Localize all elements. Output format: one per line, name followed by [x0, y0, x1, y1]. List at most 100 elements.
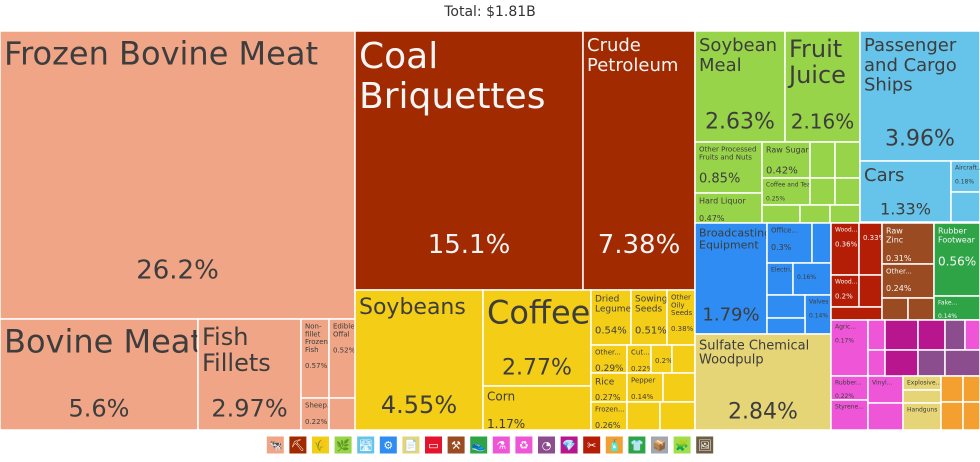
tile-stone3[interactable] [884, 349, 919, 377]
ticket-icon[interactable]: ▭ [424, 435, 443, 455]
tile-chem-agric[interactable]: Agric... 0.17% [830, 319, 869, 377]
anvil-icon[interactable]: ⚒ [446, 435, 466, 455]
tile-instr2[interactable] [964, 319, 980, 351]
tile-veg-cut[interactable]: Cut... 0.22% [626, 344, 654, 374]
tile-misc-s5[interactable] [962, 401, 980, 431]
tile-styrene[interactable]: Styrene... [830, 399, 869, 431]
tile-chem-s2[interactable] [867, 349, 886, 377]
tile-veg-small2[interactable] [671, 344, 696, 374]
tile-instr3[interactable] [944, 349, 980, 377]
tile-corn[interactable]: Corn 1.17% [482, 385, 592, 431]
tile-chem-s3[interactable] [867, 402, 904, 431]
tile-misc-s3[interactable] [962, 375, 980, 403]
tile-hard-liquor[interactable]: Hard Liquor 0.47% [694, 192, 763, 224]
tile-office[interactable]: Office... 0.3% [766, 222, 813, 264]
tile-misc-s1[interactable] [902, 389, 942, 404]
tile-sheep[interactable]: Sheep... 0.22% [300, 397, 334, 431]
tile-metal-s1[interactable] [881, 297, 909, 321]
tile-coffee[interactable]: Coffee 2.77% [482, 289, 592, 387]
gauge-icon[interactable]: ◔ [537, 435, 556, 455]
tile-food-s3[interactable] [809, 177, 836, 206]
recycle-icon[interactable]: ♻ [514, 435, 534, 455]
tile-soybeans[interactable]: Soybeans 4.55% [354, 289, 484, 431]
tile-stone2[interactable] [917, 319, 946, 351]
tile-food-s2[interactable] [834, 141, 861, 179]
tile-food-s1[interactable] [809, 141, 836, 179]
tile-mach-s6[interactable] [766, 317, 806, 335]
tile-aircraft[interactable]: Aircraft... 0.18% [950, 160, 980, 193]
tile-explosives[interactable]: Explosive... [902, 375, 942, 391]
shoe-icon[interactable]: 👟 [469, 435, 489, 455]
tile-stone4[interactable] [917, 349, 946, 377]
tile-veg-small3[interactable] [662, 372, 696, 403]
tile-coffee-tea[interactable]: Coffee and Tea... 0.25% [761, 177, 816, 206]
bottle-icon[interactable]: 🧴 [604, 435, 624, 455]
tile-fake[interactable]: Fake... 0.14% [933, 295, 980, 321]
tile-chem-s1[interactable] [867, 319, 886, 351]
hide-icon[interactable]: 🧩 [672, 435, 692, 455]
tile-misc-s2[interactable] [940, 375, 964, 403]
diamond-icon[interactable]: 💎 [559, 435, 579, 455]
tile-frozen-veg[interactable]: Frozen... 0.26% [590, 401, 628, 431]
road-icon[interactable]: 🛣 [356, 435, 376, 455]
wheat-icon[interactable]: 🌿 [333, 435, 353, 455]
tile-handguns[interactable]: Handguns [902, 402, 942, 431]
tile-cars[interactable]: Cars 1.33% [859, 160, 952, 223]
tile-mach-s5[interactable]: Valves 0.14% [804, 294, 832, 335]
grain-icon[interactable]: 🌾 [311, 435, 330, 455]
tile-instr1[interactable] [944, 319, 966, 351]
tile-wood3[interactable]: Wood... 0.2% [830, 274, 860, 308]
shirt-icon[interactable]: 👕 [627, 435, 647, 455]
tile-misc-s4[interactable] [940, 401, 964, 431]
tile-food-s4[interactable] [834, 177, 861, 206]
tile-veg-other[interactable]: Other... 0.29% [590, 344, 628, 374]
tile-veg-small4[interactable] [626, 401, 661, 431]
tile-mach-s3[interactable]: 0.16% [792, 262, 832, 296]
tile-animal-small[interactable] [328, 397, 357, 431]
tile-metal-other[interactable]: Other... 0.24% [881, 263, 935, 299]
tile-metal-s2[interactable] [907, 297, 935, 321]
flask-icon[interactable]: ⚗ [491, 435, 511, 455]
tile-veg-small5[interactable] [659, 401, 696, 431]
tile-food-s6[interactable] [799, 204, 831, 224]
tile-wood1[interactable]: Wood... 0.36% [830, 222, 860, 276]
tile-food-s5[interactable] [761, 204, 801, 224]
tile-veg-small1[interactable]: 0.2% [650, 344, 673, 374]
easel-icon[interactable]: 🖼 [695, 435, 715, 455]
gear-icon[interactable]: ⚙ [378, 435, 398, 455]
tile-wood4[interactable] [858, 274, 883, 308]
pickaxe-icon[interactable]: ⛏ [288, 435, 308, 455]
document-icon[interactable]: 📄 [401, 435, 421, 455]
cow-icon[interactable]: 🐄 [265, 435, 285, 455]
tile-wood5[interactable] [830, 306, 883, 321]
tile-pepper[interactable]: Pepper 0.14% [626, 372, 664, 403]
tile-frozen-bovine[interactable]: Frozen Bovine Meat 26.2% [0, 30, 356, 320]
tile-vinyl[interactable]: Vinyl... [867, 375, 904, 404]
tile-trans-s1[interactable] [950, 191, 980, 223]
tile-food-s7[interactable] [829, 204, 861, 224]
tile-raw-sugar[interactable]: Raw Sugar 0.42% [761, 141, 811, 179]
tile-mach-s1[interactable] [811, 222, 832, 264]
tile-stone1[interactable] [884, 319, 919, 351]
box-icon[interactable]: 📦 [650, 435, 669, 455]
sewing-icon[interactable]: ✂ [582, 435, 602, 455]
tile-mach-s2[interactable]: Electri... [766, 262, 796, 296]
tile-rubber-chem[interactable]: Rubber... 0.22% [830, 375, 869, 401]
tile-bovine-meat[interactable]: Bovine Meat 5.6% [0, 318, 203, 431]
